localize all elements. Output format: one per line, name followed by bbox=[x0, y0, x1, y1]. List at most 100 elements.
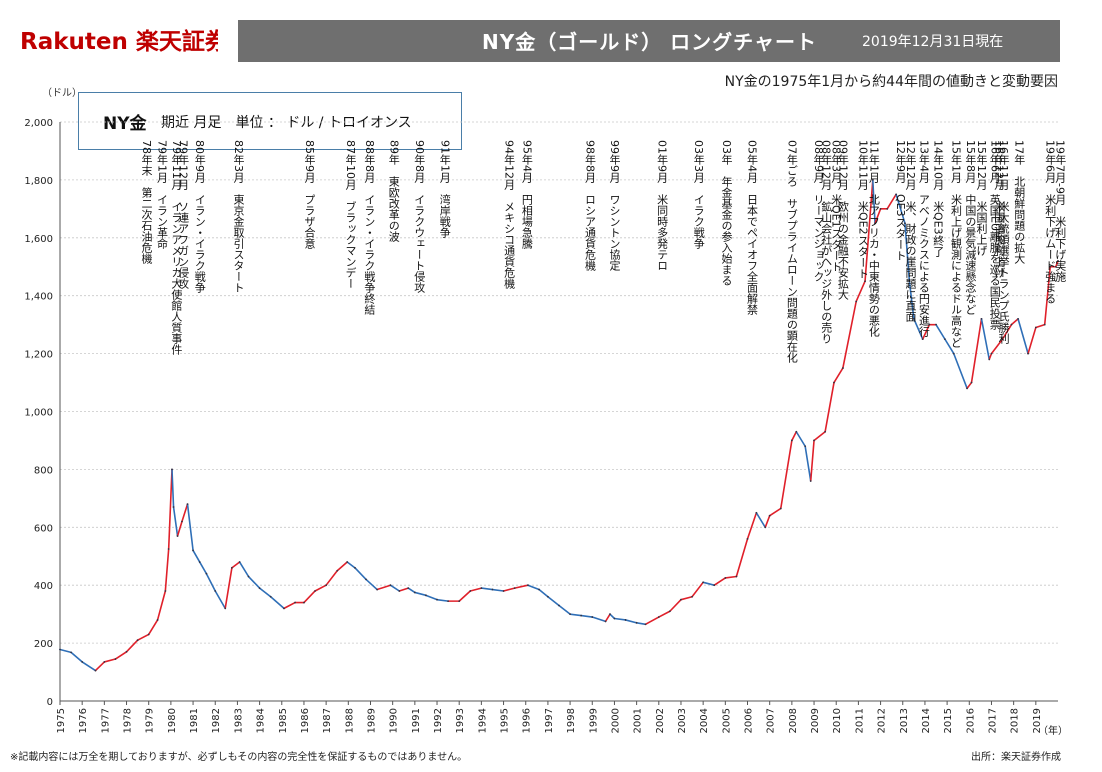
price-point bbox=[657, 616, 660, 618]
price-point bbox=[491, 588, 494, 591]
info-series-name: NY金 bbox=[103, 114, 147, 134]
price-point bbox=[258, 587, 261, 589]
price-segment bbox=[336, 561, 349, 572]
price-segment bbox=[591, 616, 607, 623]
price-segment bbox=[886, 193, 897, 210]
x-tick-label: 1984 bbox=[256, 708, 267, 733]
price-segment bbox=[921, 323, 931, 340]
x-tick-label: 2008 bbox=[788, 708, 799, 733]
price-point bbox=[809, 480, 812, 482]
price-segment bbox=[1043, 265, 1052, 326]
event-annotation: 12年12月 米、財政の崖問題に直面 bbox=[904, 140, 917, 322]
price-point bbox=[224, 607, 227, 610]
x-tick-label: 2005 bbox=[721, 708, 732, 733]
price-point bbox=[874, 222, 876, 225]
price-point bbox=[795, 430, 798, 433]
x-tick-label: 1986 bbox=[300, 708, 311, 733]
event-annotation: 80年9月 イラン・イラク戦争 bbox=[193, 140, 206, 294]
price-point bbox=[604, 620, 607, 623]
price-point bbox=[864, 280, 866, 283]
price-point bbox=[966, 387, 968, 390]
price-point bbox=[768, 514, 771, 517]
price-segment bbox=[283, 601, 296, 610]
price-point bbox=[1001, 338, 1004, 341]
price-point bbox=[125, 650, 128, 653]
x-tick-label: 1991 bbox=[411, 708, 422, 733]
price-point bbox=[609, 613, 611, 616]
price-point bbox=[895, 193, 898, 196]
price-segment bbox=[764, 514, 771, 529]
price-point bbox=[389, 584, 392, 587]
price-segment bbox=[966, 381, 973, 390]
price-point bbox=[407, 587, 410, 589]
x-tick-label: 2007 bbox=[766, 708, 777, 733]
event-annotation: 90年8月 イラクウェート侵攻 bbox=[413, 140, 426, 294]
price-point bbox=[176, 535, 179, 537]
price-point bbox=[824, 430, 827, 433]
y-tick-label: 600 bbox=[34, 523, 53, 534]
price-segment bbox=[214, 590, 227, 610]
as-of-date: 2019年12月31日現在 bbox=[862, 34, 1004, 50]
price-segment bbox=[635, 622, 647, 626]
y-tick-label: 1,400 bbox=[24, 292, 53, 303]
price-segment bbox=[325, 569, 339, 587]
price-point bbox=[198, 561, 201, 563]
price-point bbox=[164, 590, 167, 592]
price-point bbox=[680, 598, 682, 601]
event-annotation: 19年7月-9月 米利下げ実施 bbox=[1054, 140, 1067, 283]
price-point bbox=[943, 338, 946, 341]
price-point bbox=[724, 577, 727, 579]
price-point bbox=[921, 338, 924, 341]
price-point bbox=[644, 623, 647, 626]
x-tick-label: 2014 bbox=[921, 708, 932, 733]
price-point bbox=[336, 569, 339, 572]
price-segment bbox=[365, 578, 378, 591]
x-tick-label: 1983 bbox=[233, 708, 244, 733]
price-segment bbox=[167, 468, 173, 550]
event-annotation: 78年末 第二次石油危機 bbox=[140, 140, 153, 265]
price-point bbox=[365, 578, 367, 581]
price-segment bbox=[59, 648, 72, 654]
price-point bbox=[735, 575, 738, 578]
event-annotation: 03年 年金基金の参入始まる bbox=[720, 140, 733, 286]
price-point bbox=[447, 600, 450, 603]
x-axis-unit: （年） bbox=[1038, 724, 1068, 737]
price-segment bbox=[376, 584, 392, 591]
price-point bbox=[1017, 317, 1019, 320]
price-segment bbox=[604, 613, 611, 623]
price-segment bbox=[609, 613, 616, 620]
price-point bbox=[691, 595, 693, 598]
event-annotation: 05年4月 日本でペイオフ全面解禁 bbox=[745, 140, 758, 315]
event-annotation: 91年1月 湾岸戦争 bbox=[438, 140, 451, 239]
price-segment bbox=[613, 617, 627, 621]
x-tick-label: 1999 bbox=[588, 708, 599, 733]
price-point bbox=[790, 439, 793, 442]
price-point bbox=[59, 648, 61, 651]
price-segment bbox=[480, 587, 494, 591]
price-point bbox=[624, 619, 627, 621]
price-point bbox=[167, 548, 170, 550]
y-tick-label: 0 bbox=[47, 697, 53, 708]
price-segment bbox=[813, 430, 826, 442]
price-segment bbox=[1017, 318, 1029, 355]
price-point bbox=[591, 616, 594, 618]
price-segment bbox=[94, 661, 106, 672]
price-segment bbox=[872, 179, 876, 225]
axes: 0 200 400 600 800 1,000 1,200 1,400 1,600 1,800 2,… bbox=[24, 118, 1058, 733]
price-point bbox=[436, 598, 438, 601]
x-tick-label: 2018 bbox=[1010, 708, 1021, 733]
price-segment bbox=[864, 179, 874, 283]
x-tick-label: 1993 bbox=[455, 708, 466, 733]
price-point bbox=[376, 588, 379, 591]
price-point bbox=[156, 619, 159, 621]
x-tick-label: 2013 bbox=[899, 708, 910, 733]
price-point bbox=[580, 614, 583, 617]
price-segment bbox=[1010, 318, 1019, 326]
event-annotation: 87年10月 ブラックマンデー bbox=[344, 140, 357, 289]
price-series bbox=[59, 179, 1059, 672]
price-segment bbox=[768, 507, 782, 517]
price-segment bbox=[935, 323, 946, 340]
event-annotation: 89年 東欧改革の波 bbox=[387, 140, 400, 243]
event-annotation: 07年ごろ サブプライムローン問題の顕在化 bbox=[785, 140, 798, 364]
x-tick-label: 1978 bbox=[123, 708, 134, 733]
